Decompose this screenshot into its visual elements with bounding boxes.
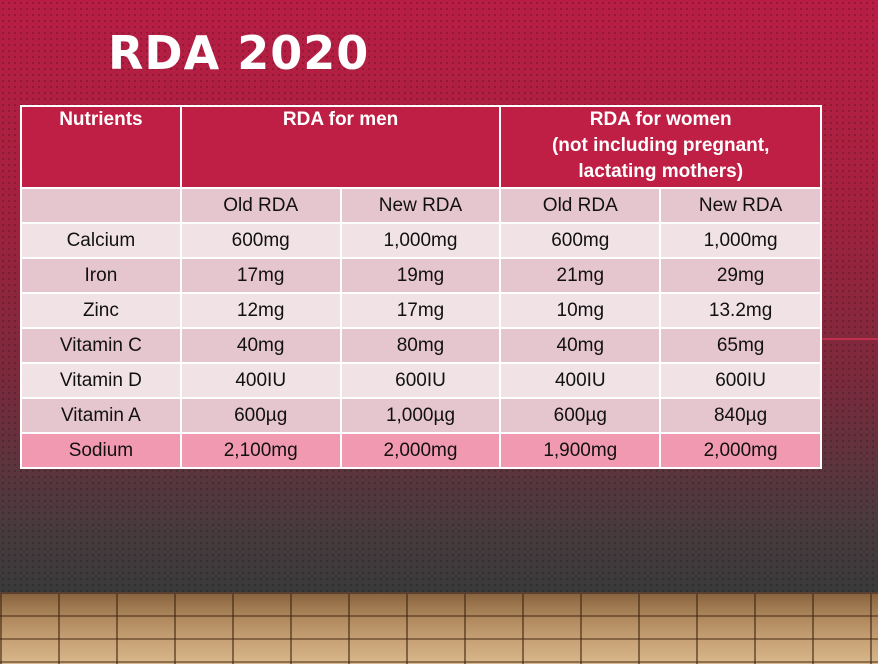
men-new-value: 2,000mg — [339, 432, 502, 469]
women-old-value: 10mg — [499, 292, 662, 329]
men-new-value: 1,000mg — [339, 222, 502, 259]
women-new-value: 13.2mg — [659, 292, 822, 329]
women-old-value: 600mg — [499, 222, 662, 259]
subheader-men-old: Old RDA — [179, 187, 342, 224]
women-old-value: 21mg — [499, 257, 662, 294]
men-new-value: 19mg — [339, 257, 502, 294]
header-nutrients: Nutrients — [20, 105, 182, 189]
subheader-men-new: New RDA — [339, 187, 502, 224]
men-new-value: 600IU — [339, 362, 502, 399]
men-old-value: 40mg — [179, 327, 342, 364]
nutrient-name: Iron — [20, 257, 182, 294]
floor-edge — [0, 592, 878, 595]
table-row: Vitamin C 40mg 80mg 40mg 65mg — [20, 327, 822, 364]
table-row: Zinc 12mg 17mg 10mg 13.2mg — [20, 292, 822, 329]
nutrient-name: Calcium — [20, 222, 182, 259]
women-new-value: 600IU — [659, 362, 822, 399]
men-old-value: 600mg — [179, 222, 342, 259]
header-women-line3: lactating mothers) — [578, 161, 744, 182]
men-old-value: 12mg — [179, 292, 342, 329]
subheader-women-old: Old RDA — [499, 187, 662, 224]
women-old-value: 1,900mg — [499, 432, 662, 469]
men-new-value: 1,000µg — [339, 397, 502, 434]
table-header-row: Nutrients RDA for men RDA for women (not… — [20, 105, 822, 189]
nutrient-name: Sodium — [20, 432, 182, 469]
men-old-value: 600µg — [179, 397, 342, 434]
women-old-value: 400IU — [499, 362, 662, 399]
women-new-value: 840µg — [659, 397, 822, 434]
women-old-value: 600µg — [499, 397, 662, 434]
men-old-value: 17mg — [179, 257, 342, 294]
nutrient-name: Vitamin A — [20, 397, 182, 434]
header-rda-women: RDA for women (not including pregnant, l… — [499, 105, 822, 189]
women-new-value: 1,000mg — [659, 222, 822, 259]
decorative-line — [822, 338, 878, 340]
rda-table: Nutrients RDA for men RDA for women (not… — [20, 105, 822, 469]
table-row: Vitamin D 400IU 600IU 400IU 600IU — [20, 362, 822, 399]
nutrient-name: Vitamin D — [20, 362, 182, 399]
table-row: Iron 17mg 19mg 21mg 29mg — [20, 257, 822, 294]
subheader-women-new: New RDA — [659, 187, 822, 224]
header-rda-men: RDA for men — [179, 105, 502, 189]
slide-title: RDA 2020 — [108, 26, 370, 80]
women-new-value: 29mg — [659, 257, 822, 294]
nutrient-name: Zinc — [20, 292, 182, 329]
men-old-value: 2,100mg — [179, 432, 342, 469]
header-women-line2: (not including pregnant, — [551, 135, 770, 156]
men-old-value: 400IU — [179, 362, 342, 399]
men-new-value: 17mg — [339, 292, 502, 329]
women-new-value: 65mg — [659, 327, 822, 364]
subheader-empty — [20, 187, 182, 224]
wood-floor-decoration — [0, 594, 878, 664]
nutrient-name: Vitamin C — [20, 327, 182, 364]
men-new-value: 80mg — [339, 327, 502, 364]
women-old-value: 40mg — [499, 327, 662, 364]
women-new-value: 2,000mg — [659, 432, 822, 469]
table-row: Vitamin A 600µg 1,000µg 600µg 840µg — [20, 397, 822, 434]
header-women-line1: RDA for women — [589, 109, 732, 130]
table-subheader-row: Old RDA New RDA Old RDA New RDA — [20, 187, 822, 224]
table-row-highlighted: Sodium 2,100mg 2,000mg 1,900mg 2,000mg — [20, 432, 822, 469]
table-row: Calcium 600mg 1,000mg 600mg 1,000mg — [20, 222, 822, 259]
